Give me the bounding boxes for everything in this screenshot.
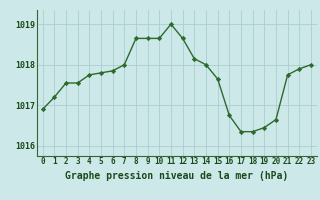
X-axis label: Graphe pression niveau de la mer (hPa): Graphe pression niveau de la mer (hPa)	[65, 171, 288, 181]
